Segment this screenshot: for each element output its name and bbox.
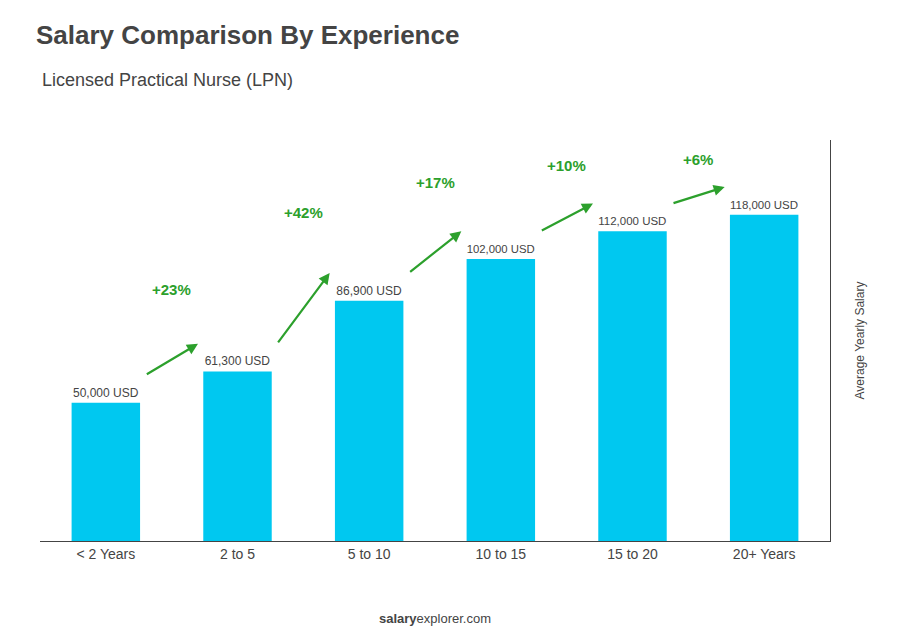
svg-text:Licensed Practical Nurse (LPN): Licensed Practical Nurse (LPN) [42,70,293,90]
svg-text:50,000 USD: 50,000 USD [73,386,139,400]
svg-text:+10%: +10% [547,157,586,174]
svg-text:+17%: +17% [416,174,455,191]
svg-text:102,000 USD: 102,000 USD [467,243,535,255]
svg-text:salaryexplorer.com: salaryexplorer.com [379,611,491,626]
svg-text:2 to 5: 2 to 5 [220,546,255,562]
svg-text:20+ Years: 20+ Years [733,546,796,562]
svg-text:15 to 20: 15 to 20 [607,546,658,562]
svg-text:112,000 USD: 112,000 USD [598,215,666,227]
svg-text:< 2 Years: < 2 Years [76,546,135,562]
svg-text:86,900 USD: 86,900 USD [336,284,402,298]
svg-text:+42%: +42% [284,204,323,221]
svg-text:5 to 10: 5 to 10 [348,546,391,562]
svg-text:+23%: +23% [152,281,191,298]
svg-text:10 to 15: 10 to 15 [476,546,527,562]
svg-text:118,000 USD: 118,000 USD [730,199,798,211]
svg-text:61,300 USD: 61,300 USD [205,354,271,368]
svg-text:Average Yearly Salary: Average Yearly Salary [853,282,867,400]
svg-text:Salary Comparison By Experienc: Salary Comparison By Experience [36,20,459,50]
svg-text:+6%: +6% [683,151,713,168]
